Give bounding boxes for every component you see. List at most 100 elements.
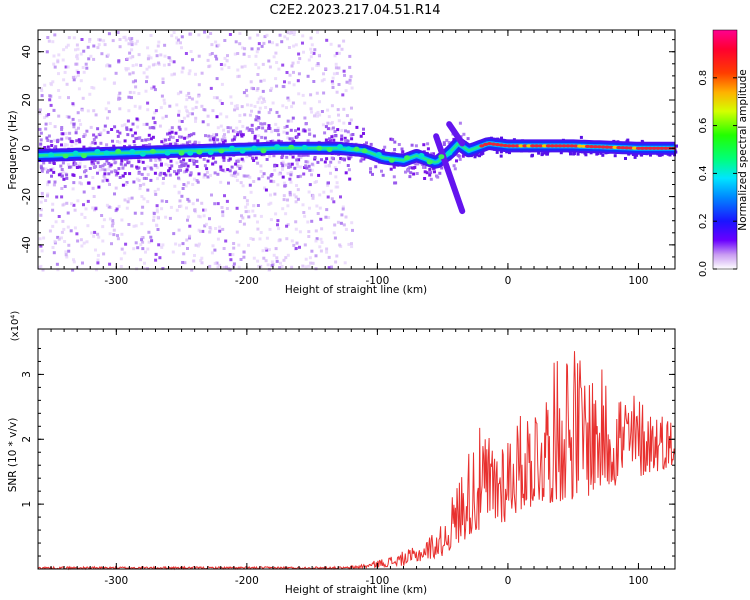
spectrogram-speckle (52, 183, 56, 187)
spectrogram-speckle (177, 228, 181, 232)
snr-x-tick-label: 100 (628, 575, 648, 587)
spectrogram-speckle (188, 112, 192, 115)
spectrogram-speckle (234, 40, 238, 44)
spectrogram-speckle (66, 43, 70, 47)
spectrogram-speckle (326, 183, 330, 187)
spectrogram-halo (415, 172, 419, 175)
spectrogram-speckle (310, 51, 314, 55)
spectrogram-speckle (116, 134, 120, 138)
spectrogram-halo (613, 154, 617, 158)
spectrogram-speckle (91, 176, 95, 179)
spectrogram-speckle (214, 227, 218, 230)
spectrogram-speckle (272, 253, 276, 257)
spectrogram-halo (178, 135, 181, 139)
spectrogram-halo (546, 152, 549, 156)
spectrogram-halo (584, 153, 588, 157)
spectrogram-speckle (81, 66, 85, 69)
spectrogram-speckle (142, 123, 146, 126)
spectrogram-speckle (137, 53, 141, 57)
spectrogram-speckle (313, 180, 317, 184)
spectrogram-speckle (135, 63, 138, 67)
spectrogram-halo (72, 173, 76, 177)
spectrogram-speckle (270, 86, 274, 90)
spectrogram-speckle (252, 256, 256, 260)
spectrogram-speckle (132, 247, 136, 251)
spectrogram-speckle (277, 227, 281, 231)
spectrogram-speckle (118, 140, 122, 144)
spectrogram-speckle (220, 206, 224, 209)
spectrogram-speckle (311, 67, 314, 71)
spectrogram-speckle (39, 200, 43, 204)
spectrogram-halo (167, 169, 171, 173)
spectrogram-peak (187, 150, 194, 156)
spectrogram-halo (46, 145, 50, 149)
spectrogram-peak-high (553, 144, 559, 148)
spectrogram-halo (624, 157, 627, 160)
spectrogram-speckle (133, 104, 137, 108)
spectrogram-speckle (285, 71, 289, 74)
spectrogram-x-tick-label: -100 (365, 275, 389, 287)
spectrogram-speckle (232, 242, 236, 245)
spectrogram-speckle (331, 76, 335, 80)
spectrogram-halo (143, 167, 147, 171)
spectrogram-speckle (196, 180, 200, 184)
spectrogram-speckle (326, 121, 330, 125)
spectrogram-halo (233, 135, 237, 139)
spectrogram-speckle (40, 191, 44, 195)
spectrogram-speckle (88, 92, 92, 96)
spectrogram-speckle (153, 62, 157, 66)
spectrogram-speckle (231, 253, 235, 257)
spectrogram-speckle (197, 242, 201, 246)
spectrogram-speckle (256, 161, 260, 165)
snr-y-tick-label: 3 (21, 371, 33, 378)
spectrogram-speckle (315, 63, 319, 67)
spectrogram-speckle (57, 89, 61, 92)
spectrogram-speckle (330, 265, 333, 269)
spectrogram-speckle (174, 242, 178, 246)
spectrogram-speckle (38, 237, 42, 241)
spectrogram-peak-high (491, 142, 497, 146)
spectrogram-halo (137, 160, 141, 164)
spectrogram-speckle (301, 34, 305, 38)
spectrogram-halo (39, 142, 43, 146)
spectrogram-speckle (179, 204, 183, 208)
spectrogram-speckle (188, 173, 192, 177)
spectrogram-speckle (118, 91, 122, 95)
spectrogram-speckle (308, 256, 312, 260)
spectrogram-speckle (154, 49, 158, 53)
spectrogram-speckle (216, 202, 220, 206)
spectrogram-speckle (286, 119, 290, 123)
spectrogram-halo (93, 159, 97, 163)
spectrogram-speckle (313, 114, 316, 118)
spectrogram-speckle (274, 51, 278, 55)
spectrogram-speckle (92, 44, 96, 48)
spectrogram-halo (260, 122, 264, 126)
spectrogram-speckle (343, 73, 346, 77)
spectrogram-speckle (239, 181, 243, 185)
spectrogram-speckle (297, 52, 301, 56)
spectrogram-speckle (183, 261, 187, 265)
spectrogram-speckle (62, 227, 66, 231)
spectrogram-halo (49, 168, 53, 172)
spectrogram-peak (251, 145, 258, 151)
spectrogram-speckle (296, 165, 300, 168)
spectrogram-speckle (345, 114, 349, 118)
spectrogram-halo (82, 145, 86, 149)
spectrogram-speckle (48, 229, 52, 233)
spectrogram-speckle (160, 245, 164, 249)
spectrogram-halo (263, 136, 267, 140)
spectrogram-halo (181, 162, 185, 165)
spectrogram-halo (253, 136, 257, 140)
spectrogram-halo (601, 153, 605, 157)
spectrogram-speckle (258, 106, 262, 110)
spectrogram-halo (423, 170, 427, 174)
spectrogram-speckle (259, 164, 263, 168)
spectrogram-speckle (126, 119, 130, 123)
spectrogram-halo (131, 122, 135, 126)
spectrogram-speckle (76, 47, 80, 51)
spectrogram-halo (133, 144, 137, 147)
spectrogram-speckle (313, 48, 317, 52)
spectrogram-speckle (61, 219, 65, 223)
spectrogram-halo (221, 141, 225, 144)
spectrogram-halo (328, 137, 331, 141)
